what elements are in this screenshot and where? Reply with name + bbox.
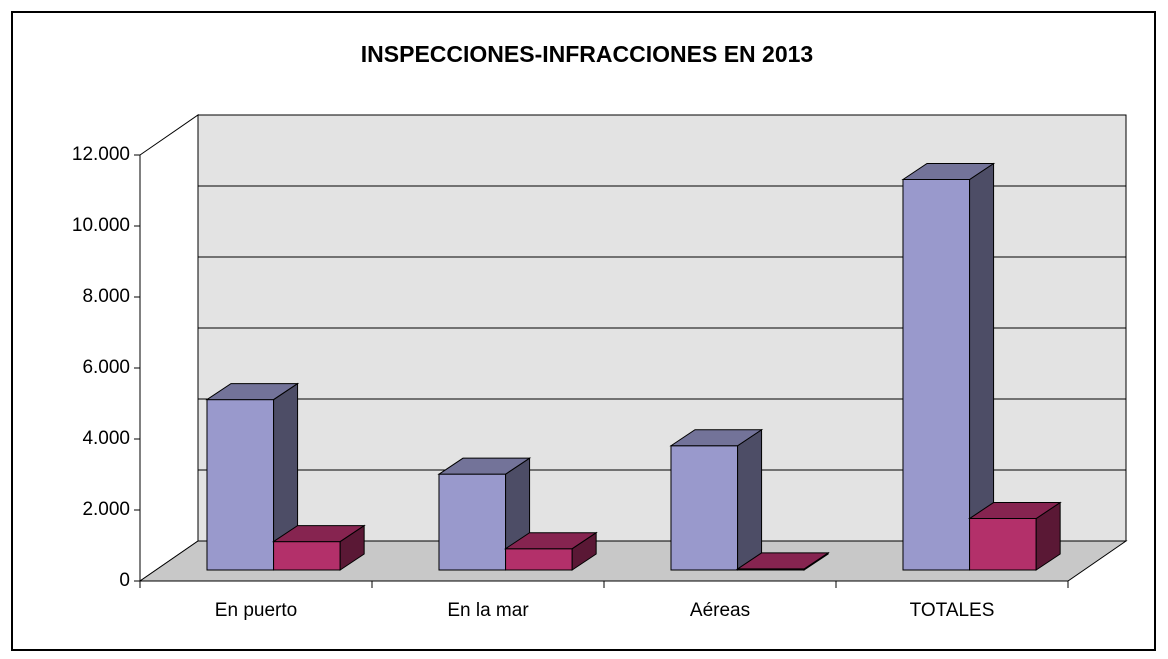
bar-face	[737, 428, 763, 571]
x-tick-label: En puerto	[215, 600, 297, 621]
bar-face	[901, 163, 996, 180]
y-tick-label: 12.000	[72, 144, 130, 165]
x-tick-label: TOTALES	[910, 600, 995, 621]
bar	[503, 531, 598, 571]
x-tick-label: En la mar	[447, 600, 529, 621]
x-tick-label: Aéreas	[690, 600, 750, 621]
chart-title: INSPECCIONES-INFRACCIONES EN 2013	[361, 41, 813, 67]
bar	[901, 162, 996, 571]
bar-face	[735, 552, 830, 570]
bar-face	[438, 473, 507, 571]
bar-face	[902, 179, 971, 571]
bar	[669, 428, 764, 571]
y-tick-label: 0	[119, 570, 130, 591]
bar-face	[670, 445, 739, 571]
bar-face	[967, 502, 1062, 520]
bar	[967, 501, 1062, 571]
bar-face	[206, 399, 275, 571]
bar-face	[205, 383, 300, 401]
y-tick-label: 4.000	[82, 428, 130, 449]
bar-face	[505, 548, 573, 571]
y-tick-label: 10.000	[72, 215, 130, 236]
y-tick-label: 6.000	[82, 357, 130, 378]
bar-face	[273, 541, 341, 571]
y-tick-label: 2.000	[82, 499, 130, 520]
bar-face	[503, 532, 598, 550]
bar-face	[669, 429, 764, 447]
bar	[271, 524, 366, 571]
bar	[735, 552, 830, 571]
bar	[437, 457, 532, 571]
bar-face	[437, 457, 532, 475]
bar-face	[271, 525, 366, 543]
bar-face	[969, 518, 1037, 571]
y-tick-label: 8.000	[82, 286, 130, 307]
side-wall	[139, 114, 199, 582]
bar	[205, 382, 300, 571]
